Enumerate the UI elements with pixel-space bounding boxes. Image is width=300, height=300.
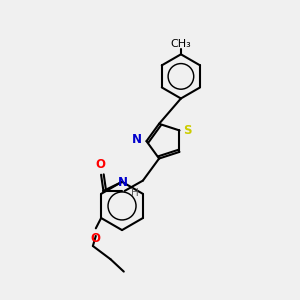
Text: H: H (131, 188, 139, 198)
Text: O: O (90, 232, 100, 245)
Text: O: O (95, 158, 106, 171)
Text: N: N (132, 133, 142, 146)
Text: S: S (184, 124, 192, 137)
Text: CH₃: CH₃ (170, 39, 191, 49)
Text: N: N (118, 176, 128, 189)
